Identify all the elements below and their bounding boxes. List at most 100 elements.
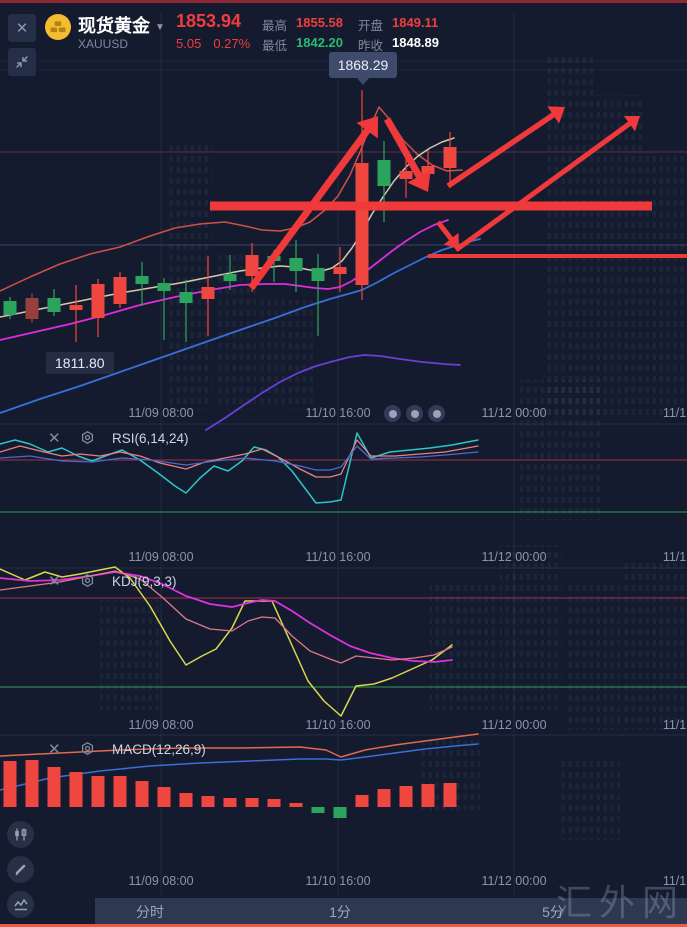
macd-dea-line (0, 743, 479, 791)
change-percent: 0.27% (213, 36, 251, 51)
time-axis-label: 11/10 16:00 (305, 550, 371, 564)
stat-value: 1842.20 (296, 35, 343, 50)
macd-bar (25, 760, 39, 807)
macd-bar (355, 795, 369, 807)
candle-body (443, 147, 457, 168)
gear-icon[interactable] (80, 741, 95, 761)
indicator-wave-icon (13, 897, 29, 913)
candle-body (377, 160, 391, 186)
macd-bar (157, 787, 171, 807)
macd-bar (223, 798, 237, 807)
high-price-tooltip: 1868.29 (329, 52, 397, 85)
rsi-panel-title: RSI(6,14,24) (112, 430, 189, 446)
candle-body (421, 166, 435, 174)
site-watermark: 汇外网 (556, 882, 686, 923)
candle-body (311, 268, 325, 281)
macd-bar (245, 798, 259, 807)
macd-bar (421, 784, 435, 807)
chart-type-button[interactable] (7, 821, 34, 848)
draw-tool-button[interactable] (7, 856, 34, 883)
bottom-accent-line (0, 924, 687, 927)
macd-bar (113, 776, 127, 807)
up-arrow-1 (248, 121, 376, 291)
instrument-switcher[interactable]: 现货黄金 ▼ (78, 12, 165, 38)
macd-bar (377, 789, 391, 807)
close-button[interactable]: ✕ (8, 14, 36, 42)
time-axis-label: 11/09 08:00 (128, 718, 194, 732)
kdj-d-line (0, 571, 453, 663)
candle-body (69, 305, 83, 310)
candle-body (157, 283, 171, 291)
macd-bar (289, 803, 303, 807)
stat-label: 最低 (262, 39, 288, 53)
stat-value: 1855.58 (296, 15, 343, 30)
candle-body (25, 298, 39, 319)
pagination-dot[interactable] (428, 405, 445, 422)
time-axis-label: 11/10 16:00 (305, 718, 371, 732)
quote-header: ✕ 现货黄金 ▼ XAUUSD 1853.94 5.05 0.27% (0, 0, 687, 76)
time-axis-label: 11/12 00:00 (481, 550, 547, 564)
pagination-dot[interactable] (406, 405, 423, 422)
gear-icon[interactable] (80, 573, 95, 593)
kdj-j-line (0, 570, 453, 664)
down-arrow-2-head (443, 232, 459, 249)
instrument-name: 现货黄金 (78, 16, 150, 36)
macd-bar (443, 783, 457, 807)
last-price: 1853.94 (176, 11, 242, 31)
kdj-k-line (0, 566, 453, 717)
macd-bar (311, 807, 325, 813)
up-arrow-3-head (623, 115, 640, 132)
candle-body (355, 163, 369, 285)
ma-slow (0, 238, 481, 414)
macd-bar (3, 761, 17, 807)
indicator-tool-button[interactable] (7, 891, 34, 918)
close-icon[interactable]: ✕ (48, 741, 61, 758)
time-axis-label: 11/13 (662, 550, 687, 564)
macd-bar (179, 793, 193, 807)
stat-label: 开盘 (358, 19, 384, 33)
price-change: 5.05 0.27% (176, 36, 262, 51)
time-axis-label: 11/10 16:00 (305, 874, 371, 888)
candle-body (179, 292, 193, 303)
macd-bar (47, 767, 61, 807)
candle-body (47, 298, 61, 312)
close-icon[interactable]: ✕ (48, 430, 61, 447)
collapse-icon (14, 54, 30, 70)
macd-dif-line (0, 733, 479, 758)
timeframe-item[interactable]: 1分 (329, 904, 351, 920)
time-axis-label: 11/13 (662, 718, 687, 732)
up-arrow-3 (454, 117, 637, 253)
macd-bar (91, 776, 105, 807)
macd-bar (69, 772, 83, 807)
ma-long (205, 354, 461, 431)
up-arrow-2-head (547, 106, 565, 124)
macd-bar (333, 807, 347, 818)
collapse-button[interactable] (8, 48, 36, 76)
timeframe-item[interactable]: 5分 (542, 904, 564, 920)
macd-bar (135, 781, 149, 807)
candle-body (3, 301, 17, 315)
candle-body (245, 255, 259, 276)
stat-value: 1848.89 (392, 35, 439, 50)
macd-bar (267, 799, 281, 807)
macd-bar (201, 796, 215, 807)
gold-coin-icon (44, 13, 72, 41)
candle-body (201, 287, 215, 299)
pagination-dot[interactable] (384, 405, 401, 422)
timeframe-item[interactable]: 分时 (136, 904, 164, 920)
candle-body (135, 276, 149, 284)
stat-label: 昨收 (358, 39, 384, 53)
time-axis-label: 11/12 00:00 (481, 874, 547, 888)
ma-mid (0, 219, 449, 341)
rsi-line-2 (0, 439, 479, 478)
gear-icon[interactable] (80, 430, 95, 450)
time-axis-label: 11/12 00:00 (481, 718, 547, 732)
close-icon: ✕ (15, 20, 29, 37)
candle-body (113, 277, 127, 304)
instrument-symbol: XAUUSD (78, 37, 129, 51)
close-icon[interactable]: ✕ (48, 573, 61, 590)
pencil-icon (13, 862, 28, 877)
stat-label: 最高 (262, 19, 288, 33)
